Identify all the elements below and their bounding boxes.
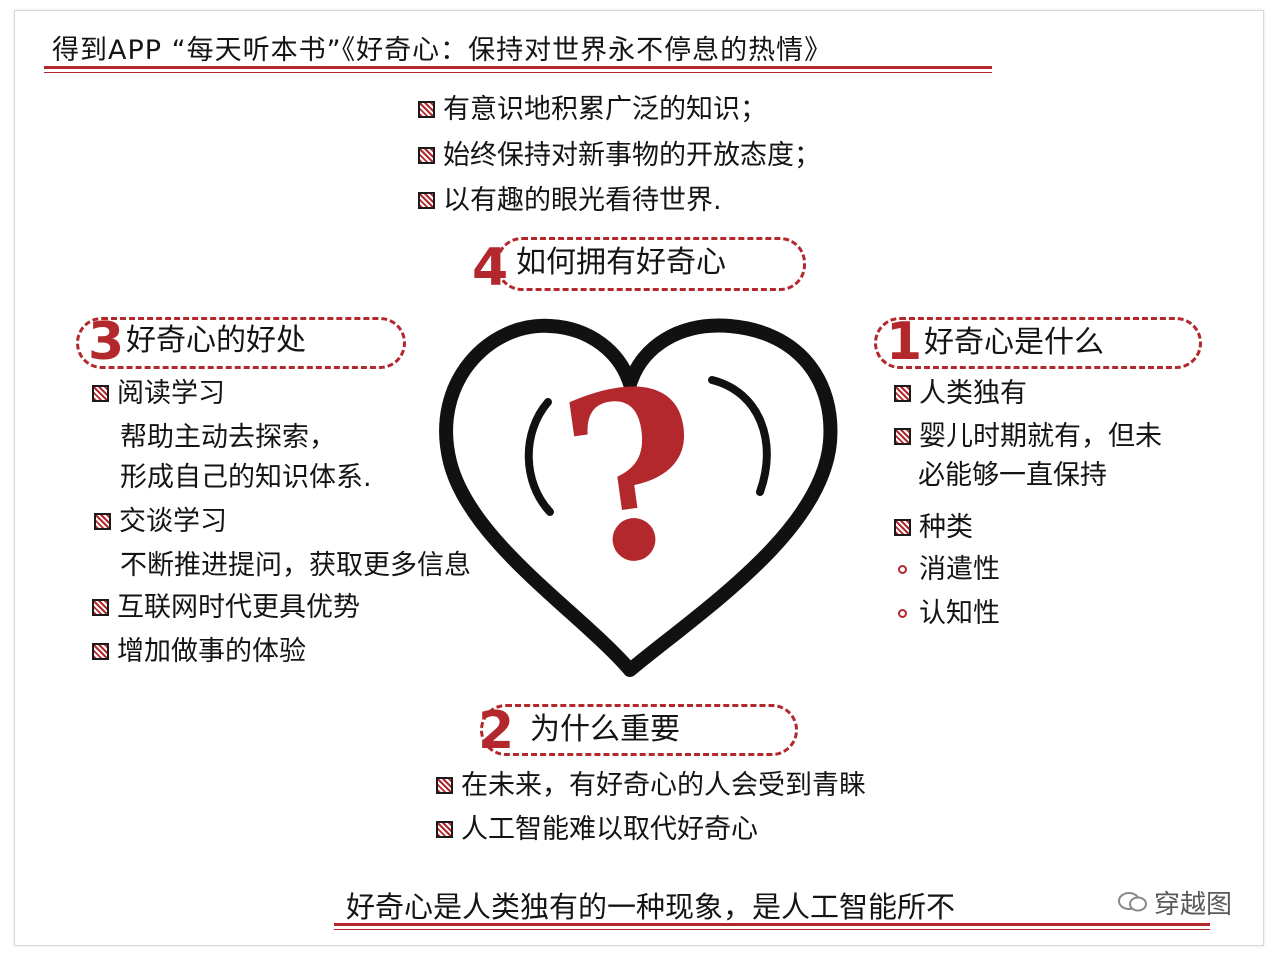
summary-text: 好奇心是人类独有的一种现象，是人工智能所不	[346, 890, 956, 924]
importance-item: 人工智能难以取代好奇心	[436, 816, 758, 843]
top-list-item: 始终保持对新事物的开放态度；	[418, 142, 821, 169]
section-1-pill	[874, 317, 1202, 369]
bullet-icon	[898, 565, 907, 574]
top-list-item: 有意识地积累广泛的知识；	[418, 96, 767, 123]
heart-outline	[439, 318, 838, 677]
page-title: 得到APP “每天听本书”《好奇心：保持对世界永不停息的热情》	[52, 35, 833, 66]
benefit-item: 互联网时代更具优势	[92, 594, 360, 621]
heart-question-icon: ?	[439, 318, 838, 677]
section-3-number: 3	[88, 312, 125, 372]
benefit-detail: 不断推进提问，获取更多信息	[120, 550, 471, 581]
checkbox-icon	[894, 519, 911, 536]
section-2-pill	[480, 704, 798, 756]
summary-underline	[334, 923, 1210, 926]
importance-item: 在未来，有好奇心的人会受到青睐	[436, 772, 866, 799]
type-label: 消遣性	[919, 554, 1000, 585]
section-4-title: 如何拥有好奇心	[516, 245, 726, 280]
checkbox-icon	[92, 599, 109, 616]
checkbox-icon	[418, 192, 435, 209]
title-underline-thin	[44, 72, 992, 73]
benefit-detail: 形成自己的知识体系.	[120, 462, 372, 493]
watermark-text: 穿越图	[1153, 889, 1232, 920]
definition-label: 种类	[919, 512, 973, 543]
checkbox-icon	[94, 513, 111, 530]
definition-item: 婴儿时期就有，但未	[894, 423, 1162, 450]
section-1-title: 好奇心是什么	[924, 325, 1104, 360]
checkbox-icon	[418, 101, 435, 118]
section-3-title: 好奇心的好处	[126, 323, 306, 358]
definition-item: 种类	[894, 514, 973, 541]
top-list-item: 以有趣的眼光看待世界.	[418, 187, 722, 214]
type-subitem: 消遣性	[898, 556, 1000, 583]
summary-underline-thin	[334, 929, 1210, 930]
checkbox-icon	[436, 821, 453, 838]
benefit-label: 交谈学习	[119, 506, 227, 537]
section-2-number: 2	[478, 701, 515, 761]
watermark: 穿越图	[1070, 882, 1238, 922]
type-label: 认知性	[919, 598, 1000, 629]
section-1-number: 1	[886, 312, 923, 372]
title-underline	[44, 66, 992, 69]
definition-label: 人类独有	[919, 378, 1027, 409]
benefit-label: 互联网时代更具优势	[117, 592, 360, 623]
checkbox-icon	[92, 385, 109, 402]
definition-continuation: 必能够一直保持	[918, 460, 1107, 491]
benefit-label: 增加做事的体验	[117, 636, 306, 667]
page-frame	[14, 10, 1264, 946]
section-4-number: 4	[472, 238, 509, 298]
checkbox-icon	[436, 777, 453, 794]
bullet-icon	[898, 609, 907, 618]
section-3-pill	[76, 317, 406, 369]
importance-label: 在未来，有好奇心的人会受到青睐	[461, 770, 866, 801]
top-list-text: 始终保持对新事物的开放态度；	[443, 140, 821, 171]
benefit-item: 交谈学习	[94, 508, 227, 535]
checkbox-icon	[894, 385, 911, 402]
checkbox-icon	[92, 643, 109, 660]
importance-label: 人工智能难以取代好奇心	[461, 814, 758, 845]
question-mark: ?	[547, 334, 718, 620]
heart-inner-stroke-right	[708, 376, 771, 496]
definition-label: 婴儿时期就有，但未	[919, 421, 1162, 452]
benefit-item: 阅读学习	[92, 380, 225, 407]
checkbox-icon	[894, 428, 911, 445]
section-4-pill	[496, 237, 806, 291]
benefit-item: 增加做事的体验	[92, 638, 306, 665]
definition-item: 人类独有	[894, 380, 1027, 407]
heart-inner-stroke-left	[524, 398, 554, 516]
benefit-label: 阅读学习	[117, 378, 225, 409]
top-list-text: 以有趣的眼光看待世界.	[443, 185, 722, 216]
wechat-icon	[1117, 892, 1147, 912]
type-subitem: 认知性	[898, 600, 1000, 627]
benefit-detail: 帮助主动去探索，	[120, 422, 336, 453]
section-2-title: 为什么重要	[530, 712, 680, 747]
top-list-text: 有意识地积累广泛的知识；	[443, 94, 767, 125]
checkbox-icon	[418, 147, 435, 164]
